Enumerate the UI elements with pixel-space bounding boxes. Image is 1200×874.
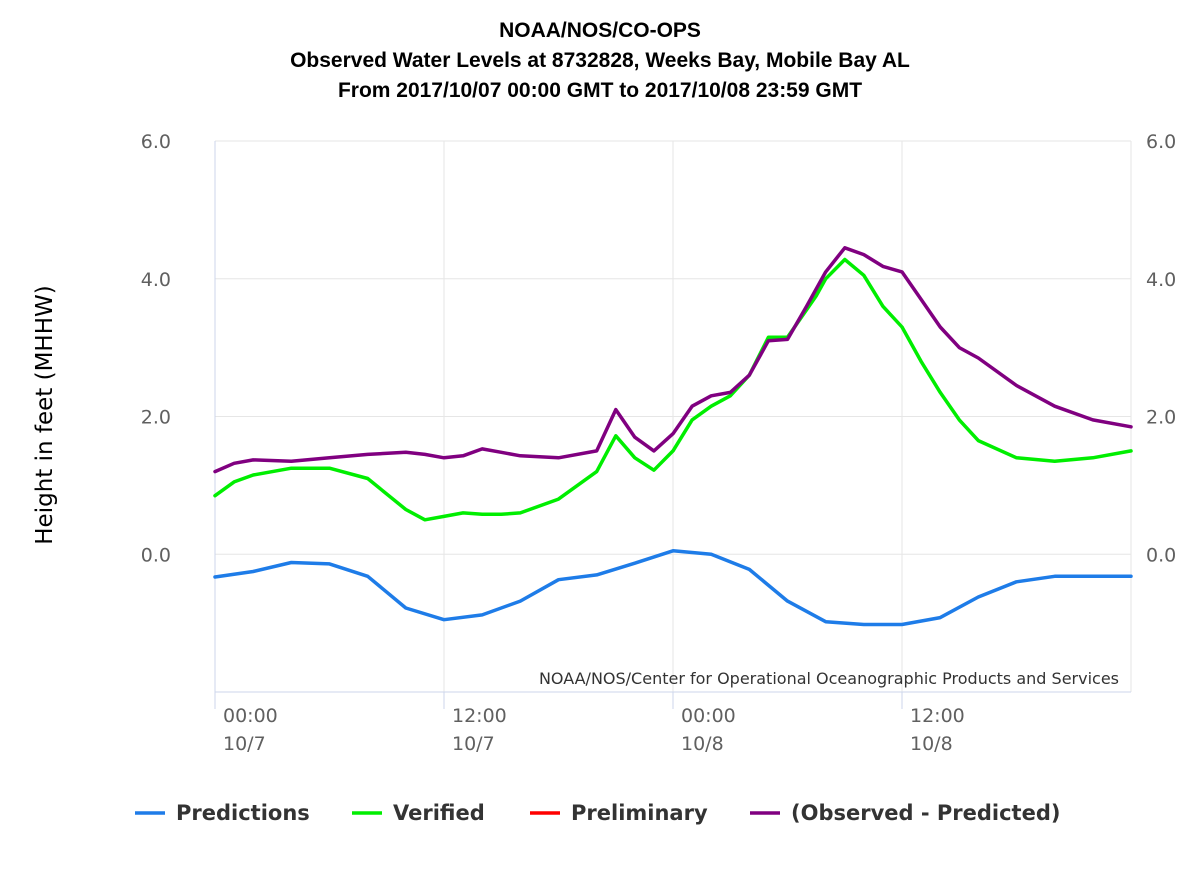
y-tick-label-left: 0.0	[141, 544, 171, 566]
legend-label-1: Verified	[393, 801, 485, 825]
legend-label-3: (Observed - Predicted)	[791, 801, 1060, 825]
y-axis-right: 6.0 4.0 2.0 0.0	[1146, 131, 1176, 566]
y-tick-label-right: 2.0	[1146, 407, 1176, 429]
x-tick-date: 10/8	[910, 733, 953, 755]
y-axis-left: 6.0 4.0 2.0 0.0	[141, 131, 171, 566]
x-tick-date: 10/7	[452, 733, 495, 755]
y-tick-label-right: 6.0	[1146, 131, 1176, 153]
series-line-0	[213, 549, 1133, 627]
x-axis: 00:00 10/7 12:00 10/7 00:00 10/8 12:00 10/8	[214, 691, 1131, 755]
credit-text: NOAA/NOS/Center for Operational Oceanogr…	[539, 669, 1119, 688]
series-line-1	[213, 257, 1133, 522]
chart-title-line-1: NOAA/NOS/CO-OPS	[499, 19, 701, 42]
y-tick-label-left: 4.0	[141, 269, 171, 291]
x-tick-time: 00:00	[681, 705, 736, 727]
y-tick-label-left: 2.0	[141, 407, 171, 429]
plot-grid	[214, 140, 1132, 692]
x-tick-date: 10/7	[223, 733, 266, 755]
x-tick-time: 00:00	[223, 705, 278, 727]
legend: Predictions Verified Preliminary (Observed …	[135, 801, 1060, 825]
legend-label-2: Preliminary	[571, 801, 708, 825]
series-lines	[213, 246, 1133, 627]
y-tick-label-right: 0.0	[1146, 544, 1176, 566]
series-line-3	[213, 246, 1133, 474]
x-tick-time: 12:00	[910, 705, 965, 727]
y-axis-label: Height in feet (MHHW)	[32, 285, 58, 544]
y-tick-label-left: 6.0	[141, 131, 171, 153]
chart-title-line-3: From 2017/10/07 00:00 GMT to 2017/10/08 …	[338, 79, 862, 102]
chart-title-line-2: Observed Water Levels at 8732828, Weeks …	[290, 49, 910, 72]
x-tick-date: 10/8	[681, 733, 724, 755]
legend-label-0: Predictions	[176, 801, 310, 825]
y-tick-label-right: 4.0	[1146, 269, 1176, 291]
x-tick-time: 12:00	[452, 705, 507, 727]
